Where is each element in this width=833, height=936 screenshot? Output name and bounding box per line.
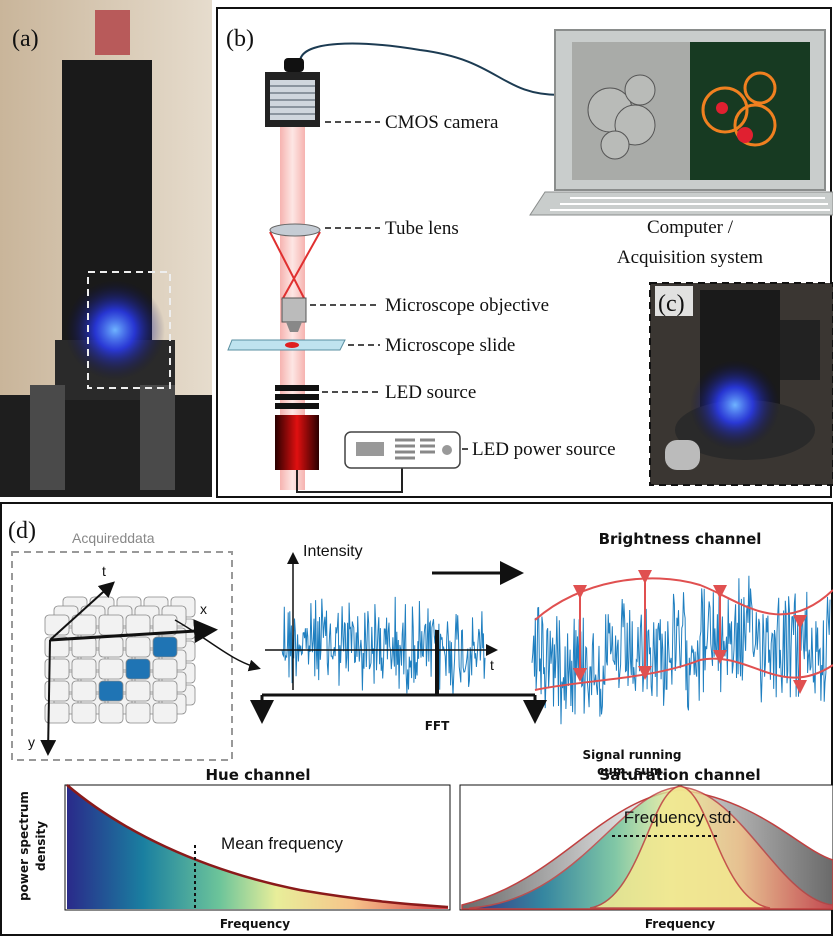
brightness-signal xyxy=(532,576,830,725)
cube-cell xyxy=(153,681,177,701)
saturation-plot xyxy=(460,785,833,910)
cube-cell xyxy=(72,681,96,701)
note: Signal running xyxy=(582,748,681,762)
axis-label: x xyxy=(200,601,207,617)
channel-title: Hue channel xyxy=(206,766,311,784)
photo-a xyxy=(0,0,212,497)
component-label: Tube lens xyxy=(385,218,459,239)
cube-cell xyxy=(72,637,96,657)
annotation: Frequency std. xyxy=(624,808,736,827)
cube-cell xyxy=(126,637,150,657)
cube-cell xyxy=(99,703,123,723)
cube-cell xyxy=(99,659,123,679)
axis-label: t xyxy=(490,657,494,673)
fft-label: FFT xyxy=(425,719,450,733)
axis-label: y xyxy=(28,734,35,750)
signal-trace xyxy=(282,597,485,695)
x-label: Frequency xyxy=(220,917,290,931)
cube-cell xyxy=(126,703,150,723)
x-label: Frequency xyxy=(645,917,715,931)
annotation: Mean frequency xyxy=(221,834,343,853)
cube-cell xyxy=(99,681,123,701)
computer-label: Computer / xyxy=(647,217,734,238)
figure: (a) (b) C xyxy=(0,0,833,936)
acquired-title: Acquireddata xyxy=(72,530,155,546)
page: {"panels": { "a": {"label": "(a)"}, "b":… xyxy=(0,0,833,936)
y-label: power spectrum xyxy=(17,791,31,901)
cube-cell xyxy=(126,681,150,701)
cube-cell xyxy=(126,659,150,679)
cube-cell xyxy=(153,637,177,657)
panel-label: (b) xyxy=(226,26,254,52)
cube-cell xyxy=(126,615,150,635)
panel-label: (c) xyxy=(658,291,685,317)
component-label: LED source xyxy=(385,382,476,403)
brightness-trace xyxy=(532,576,830,725)
component-label: Microscope objective xyxy=(385,295,549,316)
intensity-signal xyxy=(282,597,485,695)
cube-cell xyxy=(72,659,96,679)
channel-title: Brightness channel xyxy=(599,530,762,548)
panel-label: (a) xyxy=(12,26,39,52)
component-label: CMOS camera xyxy=(385,112,499,133)
panel-label: (d) xyxy=(8,518,36,544)
channel-title: Saturation channel xyxy=(599,766,760,784)
cube-cell xyxy=(153,659,177,679)
axis-label: Intensity xyxy=(303,543,363,560)
computer-label: Acquisition system xyxy=(617,247,763,268)
cube-cell xyxy=(99,637,123,657)
cube-cell xyxy=(153,703,177,723)
data-cube xyxy=(45,597,195,723)
signal-axes xyxy=(265,555,518,690)
axis-label: t xyxy=(102,563,106,579)
component-label: LED power source xyxy=(472,439,616,460)
component-label: Microscope slide xyxy=(385,335,515,356)
y-label: density xyxy=(34,821,48,871)
cube-cell xyxy=(99,615,123,635)
cube-cell xyxy=(72,703,96,723)
